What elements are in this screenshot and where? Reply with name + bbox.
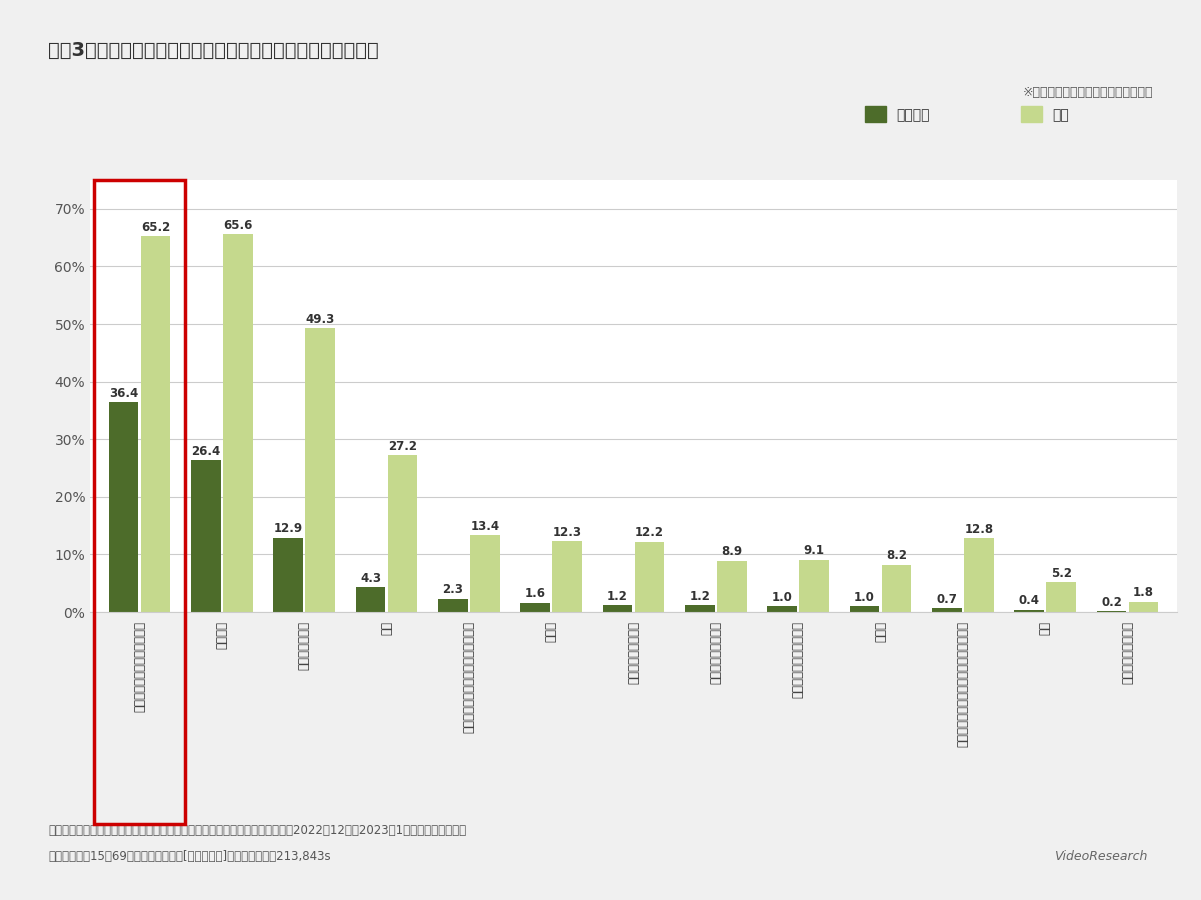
- Text: 8.2: 8.2: [886, 550, 907, 562]
- Bar: [882, 565, 912, 612]
- Text: 重視: 重視: [1052, 108, 1069, 122]
- Text: 放送框: 放送框: [545, 621, 557, 642]
- Text: 製作会社・スタジオ: 製作会社・スタジオ: [1121, 621, 1134, 684]
- Text: 1.2: 1.2: [607, 590, 628, 603]
- Bar: [141, 237, 171, 612]
- Bar: [603, 605, 632, 612]
- Text: 放送・配信後の評判: 放送・配信後の評判: [710, 621, 722, 684]
- Text: ターゲット：15～69歳のドラマ視聴者[年１日以上]　サンプル数：213,843s: ターゲット：15～69歳のドラマ視聴者[年１日以上] サンプル数：213,843…: [48, 850, 330, 863]
- Bar: [305, 328, 335, 612]
- Text: 26.4: 26.4: [191, 445, 221, 457]
- Text: 監督: 監督: [1039, 621, 1052, 635]
- Text: ※「最も重視」のスコアの降順ソート: ※「最も重視」のスコアの降順ソート: [1022, 86, 1153, 98]
- Text: 9.1: 9.1: [803, 544, 825, 557]
- Bar: [223, 234, 252, 612]
- Text: 13.4: 13.4: [471, 519, 500, 533]
- Bar: [438, 598, 467, 612]
- Text: データソース：ビデオリサーチ「コンテンツに関する自主調査」　調査時期：2022年12月～2023年1月　調査地区：全国: データソース：ビデオリサーチ「コンテンツに関する自主調査」 調査時期：2022年…: [48, 824, 466, 836]
- Text: 49.3: 49.3: [305, 312, 335, 326]
- Text: 4.3: 4.3: [360, 572, 381, 585]
- Text: 原作: 原作: [380, 621, 393, 635]
- Text: 1.2: 1.2: [689, 590, 710, 603]
- Text: VideoResearch: VideoResearch: [1053, 850, 1147, 863]
- Bar: [767, 607, 797, 612]
- Text: 12.8: 12.8: [964, 523, 993, 536]
- Text: 12.9: 12.9: [274, 522, 303, 536]
- Bar: [717, 561, 747, 612]
- Text: 脚本家: 脚本家: [874, 621, 888, 642]
- Bar: [355, 587, 386, 612]
- Text: 0.2: 0.2: [1101, 596, 1122, 608]
- Bar: [108, 402, 138, 612]
- Bar: [1129, 601, 1159, 612]
- Bar: [849, 607, 879, 612]
- Bar: [1015, 609, 1044, 612]
- Text: 最も重視: 最も重視: [896, 108, 930, 122]
- Text: ＰＶや予告編の出来栄え: ＰＶや予告編の出来栄え: [791, 621, 805, 698]
- Bar: [800, 560, 829, 612]
- Text: 0.4: 0.4: [1018, 594, 1040, 608]
- Text: あらすじ・ストーリーの好み: あらすじ・ストーリーの好み: [133, 621, 147, 712]
- Text: 1.0: 1.0: [854, 591, 876, 604]
- Bar: [635, 542, 664, 612]
- Text: 27.2: 27.2: [388, 440, 417, 453]
- Text: 放送・配信前の評判: 放送・配信前の評判: [627, 621, 640, 684]
- Text: 友人や家族など知人からのおススメ: 友人や家族など知人からのおススメ: [462, 621, 476, 733]
- Bar: [552, 541, 582, 612]
- Bar: [685, 605, 715, 612]
- Text: 1.8: 1.8: [1133, 586, 1154, 599]
- Text: 1.0: 1.0: [772, 591, 793, 604]
- Text: 2.3: 2.3: [442, 583, 464, 597]
- Text: キャスト: キャスト: [215, 621, 228, 649]
- Text: 『図3』ドラマの見る作品を選ぶ基準として重視しているもの: 『図3』ドラマの見る作品を選ぶ基準として重視しているもの: [48, 40, 378, 59]
- Bar: [1046, 582, 1076, 612]
- Bar: [1097, 611, 1127, 612]
- Text: ジャンルの好み: ジャンルの好み: [298, 621, 311, 670]
- Bar: [470, 535, 500, 612]
- Text: 1.6: 1.6: [525, 588, 545, 600]
- Text: 0.7: 0.7: [937, 593, 957, 606]
- Bar: [520, 603, 550, 612]
- Text: 36.4: 36.4: [109, 387, 138, 400]
- Text: 主題歌や楽曲提供しているアーティスト: 主題歌や楽曲提供しているアーティスト: [956, 621, 969, 747]
- Bar: [191, 460, 221, 612]
- Text: 5.2: 5.2: [1051, 567, 1071, 580]
- Bar: [274, 537, 303, 612]
- Text: 12.2: 12.2: [635, 526, 664, 539]
- Text: 65.6: 65.6: [223, 219, 252, 232]
- Text: 65.2: 65.2: [141, 221, 171, 234]
- Bar: [388, 455, 418, 612]
- Text: 8.9: 8.9: [722, 545, 742, 558]
- Text: 12.3: 12.3: [552, 526, 581, 539]
- Bar: [964, 538, 993, 612]
- Bar: [932, 608, 962, 612]
